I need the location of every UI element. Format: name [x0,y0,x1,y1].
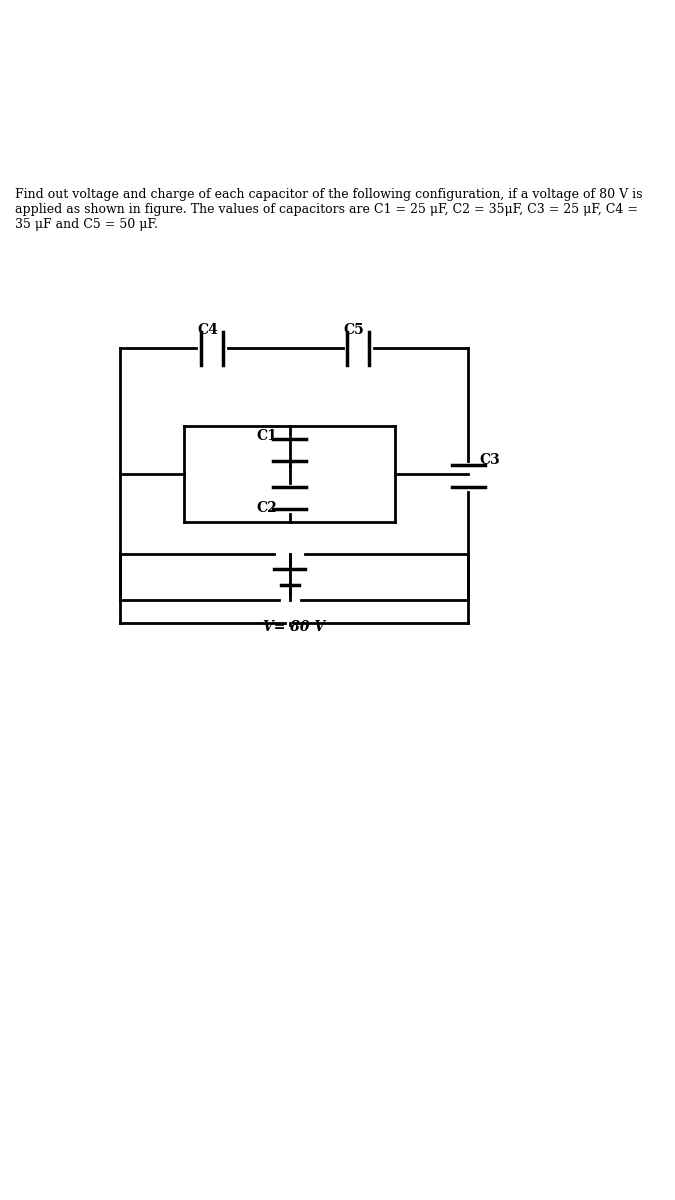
Text: C5: C5 [344,323,364,337]
Text: C2: C2 [256,500,277,515]
Text: V= 80 V: V= 80 V [263,620,325,634]
Text: C4: C4 [197,323,218,337]
Text: C1: C1 [256,428,277,443]
Text: C3: C3 [479,454,500,467]
Text: Find out voltage and charge of each capacitor of the following configuration, if: Find out voltage and charge of each capa… [15,188,643,232]
